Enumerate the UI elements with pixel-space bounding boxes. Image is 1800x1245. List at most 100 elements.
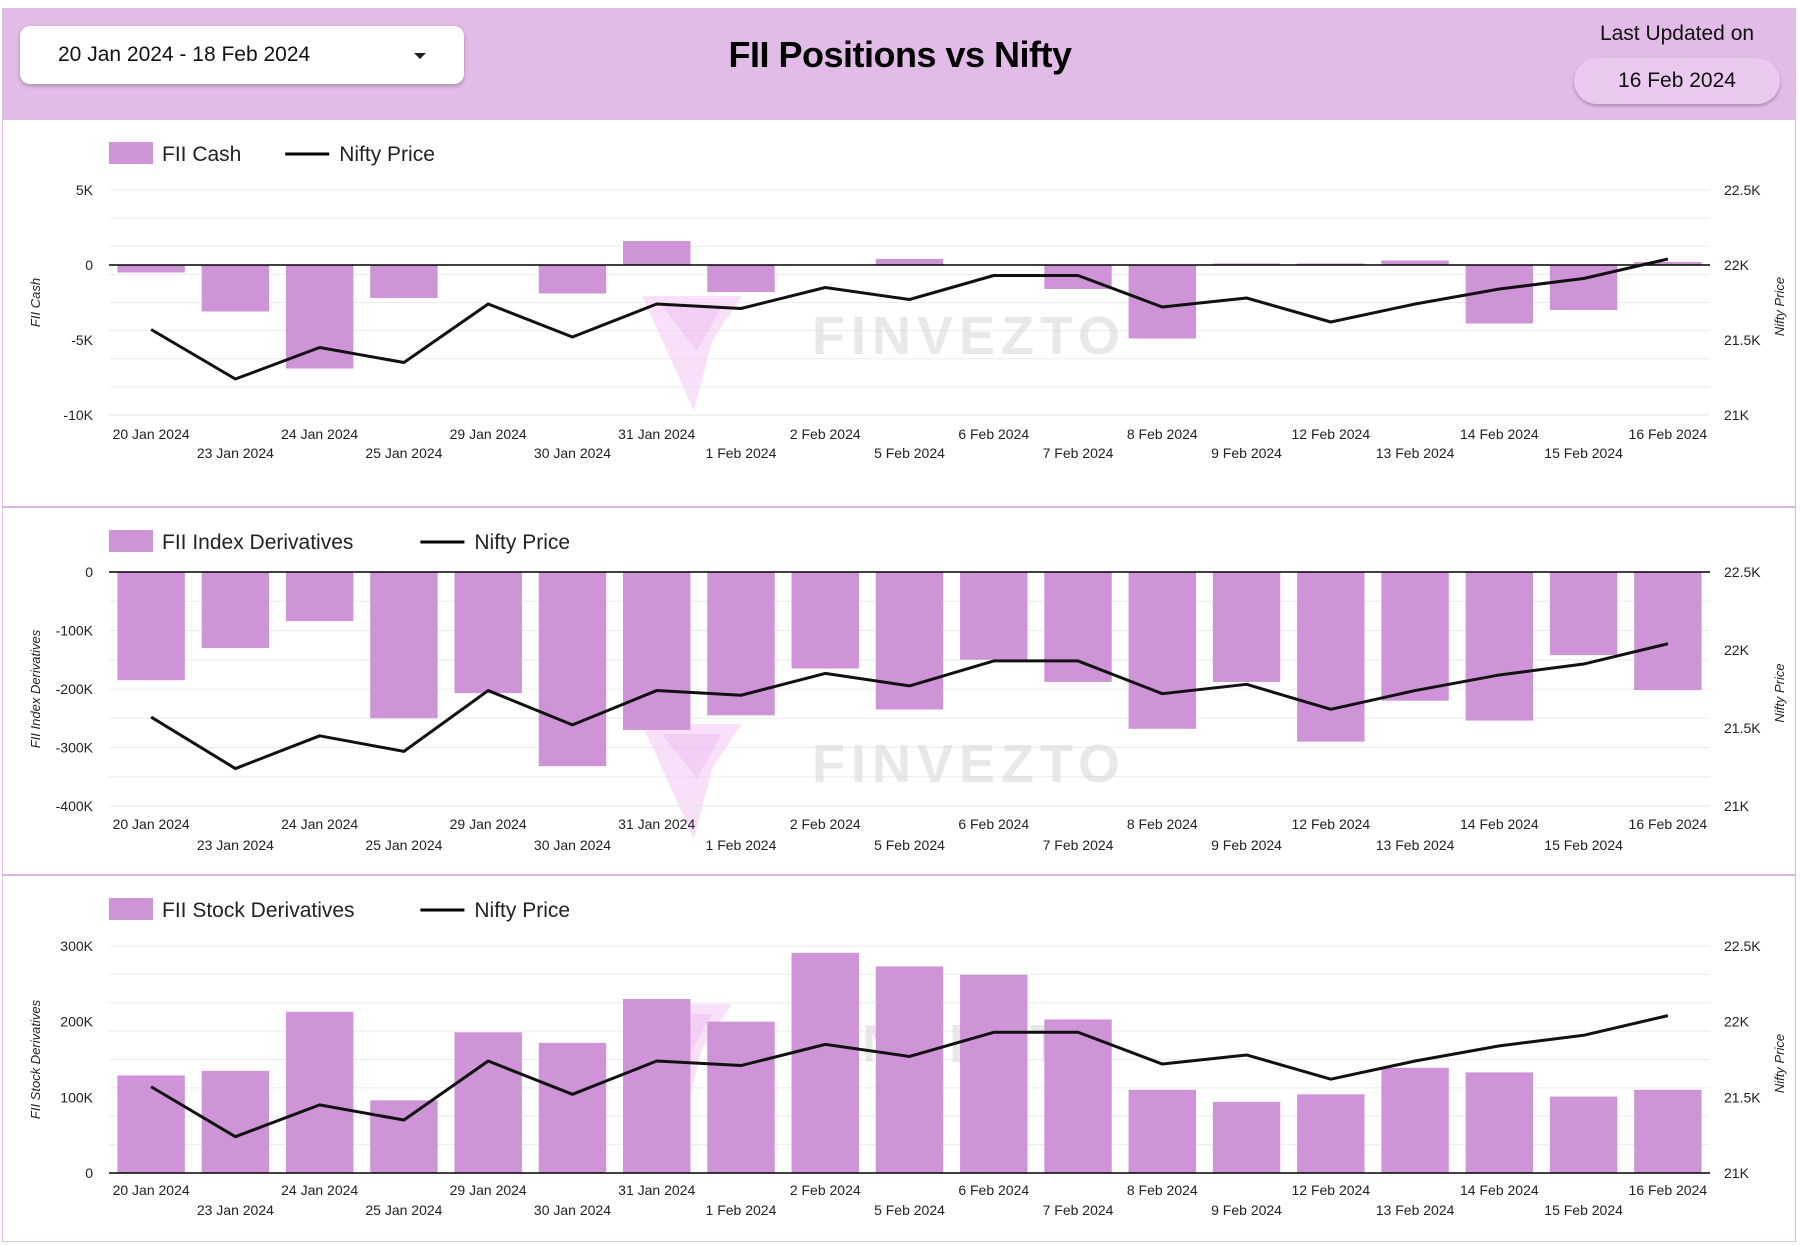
y2-tick-label: 22.5K xyxy=(1724,182,1761,198)
x-tick-label: 14 Feb 2024 xyxy=(1460,816,1539,832)
x-tick-label: 6 Feb 2024 xyxy=(958,1182,1029,1198)
x-tick-label: 30 Jan 2024 xyxy=(534,445,611,461)
y-tick-label: -400K xyxy=(56,798,94,814)
bar xyxy=(1297,1094,1364,1173)
bar xyxy=(1550,1097,1617,1173)
finvezto-watermark-logo: FINVEZTO xyxy=(642,724,1126,839)
x-tick-label: 23 Jan 2024 xyxy=(197,1202,274,1218)
bar xyxy=(1044,572,1111,682)
x-tick-label: 9 Feb 2024 xyxy=(1211,445,1282,461)
bar xyxy=(370,1100,437,1173)
bar xyxy=(117,265,184,273)
y-axis-title: FII Index Derivatives xyxy=(28,629,43,748)
bar xyxy=(539,572,606,766)
bar xyxy=(1381,572,1448,701)
x-tick-label: 20 Jan 2024 xyxy=(113,1182,190,1198)
y2-axis-title: Nifty Price xyxy=(1772,277,1787,336)
chevron-down-icon[interactable] xyxy=(414,53,426,59)
x-tick-label: 20 Jan 2024 xyxy=(113,816,190,832)
bar xyxy=(1634,572,1701,690)
bar xyxy=(623,572,690,730)
bar xyxy=(792,572,859,669)
date-range-value: 20 Jan 2024 - 18 Feb 2024 xyxy=(58,43,310,67)
bar xyxy=(707,265,774,292)
y-tick-label: 5K xyxy=(76,182,94,198)
bar xyxy=(286,1012,353,1173)
bar xyxy=(1129,572,1196,729)
x-tick-label: 23 Jan 2024 xyxy=(197,837,274,853)
bar xyxy=(1213,572,1280,682)
y-tick-label: 0 xyxy=(85,1165,93,1181)
legend-line-label: Nifty Price xyxy=(474,899,570,922)
x-tick-label: 25 Jan 2024 xyxy=(365,837,442,853)
x-tick-label: 15 Feb 2024 xyxy=(1544,1202,1623,1218)
bar xyxy=(1129,265,1196,339)
x-tick-label: 14 Feb 2024 xyxy=(1460,426,1539,442)
y2-axis-title: Nifty Price xyxy=(1772,663,1787,722)
x-tick-label: 31 Jan 2024 xyxy=(618,1182,695,1198)
bar xyxy=(792,953,859,1173)
x-tick-label: 29 Jan 2024 xyxy=(450,426,527,442)
bar xyxy=(1297,572,1364,742)
x-tick-label: 5 Feb 2024 xyxy=(874,445,945,461)
bar xyxy=(454,1032,521,1173)
bar xyxy=(1466,572,1533,721)
x-tick-label: 2 Feb 2024 xyxy=(790,1182,861,1198)
x-tick-label: 13 Feb 2024 xyxy=(1376,1202,1455,1218)
x-tick-label: 9 Feb 2024 xyxy=(1211,837,1282,853)
legend-line-label: Nifty Price xyxy=(474,531,570,554)
bar xyxy=(623,241,690,265)
bar-series xyxy=(117,953,1701,1173)
x-tick-label: 12 Feb 2024 xyxy=(1292,816,1371,832)
watermark-text: FINVEZTO xyxy=(812,306,1126,366)
y-tick-label: 100K xyxy=(60,1089,93,1105)
x-tick-label: 8 Feb 2024 xyxy=(1127,1182,1198,1198)
y-tick-label: -10K xyxy=(63,407,93,423)
legend-line-label: Nifty Price xyxy=(339,143,435,166)
y-tick-label: 0 xyxy=(85,257,93,273)
chart-legend: FII Stock Derivatives Nifty Price xyxy=(109,898,570,922)
bar xyxy=(960,975,1027,1173)
bar xyxy=(370,265,437,298)
x-tick-label: 9 Feb 2024 xyxy=(1211,1202,1282,1218)
bar xyxy=(623,999,690,1173)
x-tick-label: 5 Feb 2024 xyxy=(874,837,945,853)
x-tick-label: 6 Feb 2024 xyxy=(958,816,1029,832)
bar xyxy=(960,572,1027,660)
fii-index-derivatives-chart: FINVEZTO-400K-300K-200K-100K021K21.5K22K… xyxy=(2,508,1796,874)
x-tick-label: 2 Feb 2024 xyxy=(790,816,861,832)
bar xyxy=(1634,1090,1701,1173)
x-tick-label: 7 Feb 2024 xyxy=(1043,445,1114,461)
x-tick-label: 12 Feb 2024 xyxy=(1292,1182,1371,1198)
last-updated-date-badge: 16 Feb 2024 xyxy=(1574,58,1780,104)
x-tick-label: 5 Feb 2024 xyxy=(874,1202,945,1218)
y2-tick-label: 22.5K xyxy=(1724,564,1761,580)
x-tick-label: 15 Feb 2024 xyxy=(1544,445,1623,461)
y2-tick-label: 22.5K xyxy=(1724,938,1761,954)
legend-bar-swatch xyxy=(109,142,153,164)
bar xyxy=(117,572,184,680)
legend-bar-label: FII Index Derivatives xyxy=(162,531,353,554)
x-tick-label: 24 Jan 2024 xyxy=(281,1182,358,1198)
finvezto-watermark-logo: FINVEZTO xyxy=(642,296,1126,411)
x-tick-label: 2 Feb 2024 xyxy=(790,426,861,442)
legend-bar-label: FII Stock Derivatives xyxy=(162,899,355,922)
x-tick-label: 23 Jan 2024 xyxy=(197,445,274,461)
x-tick-label: 25 Jan 2024 xyxy=(365,1202,442,1218)
date-range-picker[interactable]: 20 Jan 2024 - 18 Feb 2024 xyxy=(20,26,464,84)
legend-bar-swatch xyxy=(109,530,153,552)
y2-tick-label: 21.5K xyxy=(1724,332,1761,348)
x-tick-label: 1 Feb 2024 xyxy=(706,445,777,461)
y2-tick-label: 22K xyxy=(1724,257,1750,273)
bar xyxy=(707,1022,774,1173)
y-tick-label: 0 xyxy=(85,564,93,580)
chart-legend: FII Index Derivatives Nifty Price xyxy=(109,530,570,554)
x-tick-label: 30 Jan 2024 xyxy=(534,837,611,853)
x-tick-label: 8 Feb 2024 xyxy=(1127,426,1198,442)
y-axis-title: FII Cash xyxy=(28,278,43,327)
x-tick-label: 31 Jan 2024 xyxy=(618,816,695,832)
